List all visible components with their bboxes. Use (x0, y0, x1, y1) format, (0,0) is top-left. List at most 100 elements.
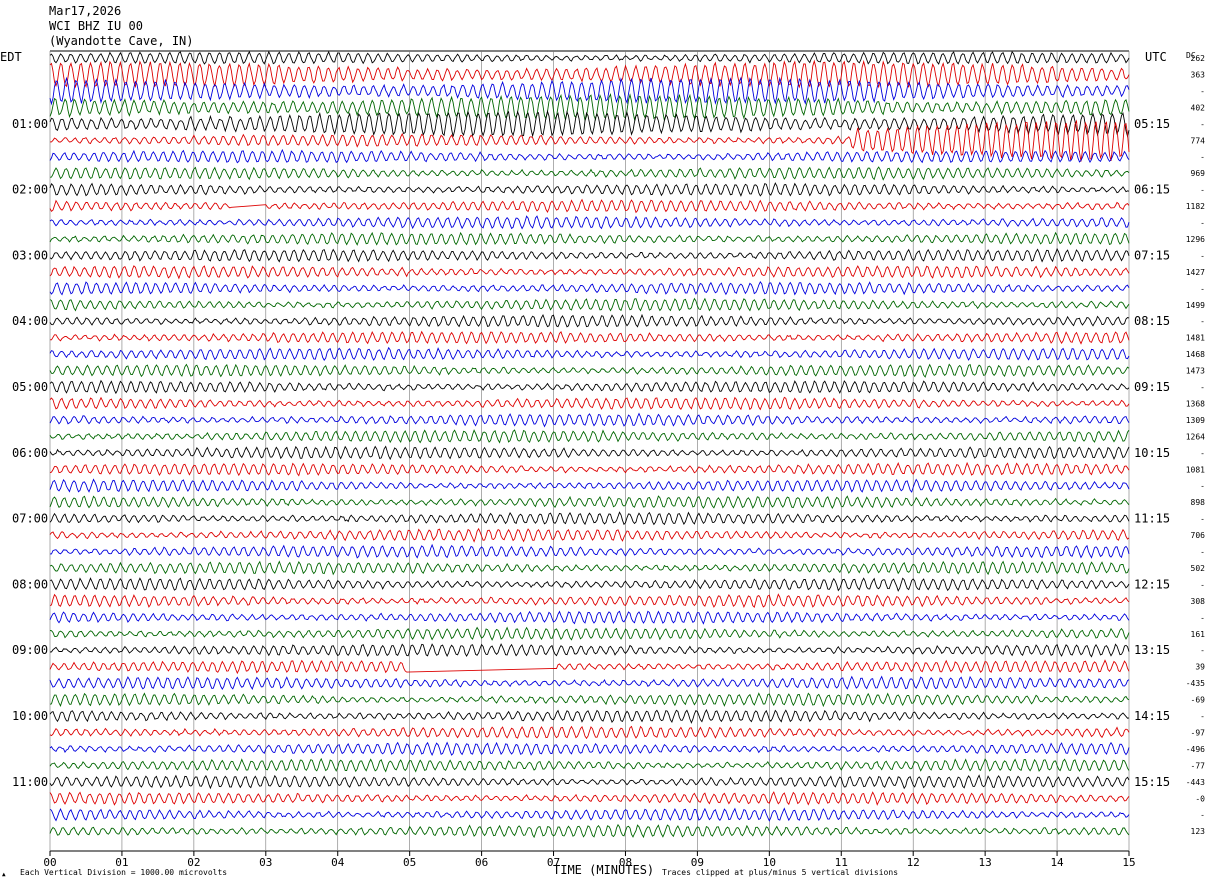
dc-offset-value: - (1200, 120, 1205, 129)
trace-line (49, 265, 1130, 280)
dc-offset-value: - (1200, 219, 1205, 228)
x-tick-label: 11 (835, 856, 848, 869)
trace-line (49, 379, 1130, 395)
x-tick-label: 10 (763, 856, 776, 869)
left-time-label: 05:00 (12, 380, 48, 394)
right-time-label: 10:15 (1134, 446, 1170, 460)
trace-line (49, 148, 1130, 164)
dc-offset-value: 402 (1191, 103, 1206, 112)
trace-line (49, 495, 1130, 509)
trace-line (49, 281, 1130, 296)
x-tick-label: 03 (259, 856, 272, 869)
dc-offset-value: 1468 (1186, 350, 1205, 359)
trace-line (49, 297, 1130, 312)
trace-line (49, 346, 1130, 361)
left-time-label: 09:00 (12, 643, 48, 657)
dc-offset-value: - (1200, 317, 1205, 326)
trace-line (49, 478, 1130, 493)
trace-line (49, 741, 1130, 756)
dc-offset-value: 1081 (1186, 465, 1205, 474)
dc-offset-value: 898 (1191, 498, 1206, 507)
trace-line (49, 461, 1130, 477)
clip-note: Traces clipped at plus/minus 5 vertical … (662, 868, 899, 877)
left-time-label: 07:00 (12, 512, 48, 526)
x-tick-label: 14 (1050, 856, 1064, 869)
left-time-label: 11:00 (12, 775, 48, 789)
dc-offset-value: 161 (1191, 630, 1206, 639)
x-tick-label: 05 (403, 856, 416, 869)
clip-marker-icon: ▲ (2, 871, 6, 878)
trace-line (49, 76, 1130, 106)
left-time-label: 08:00 (12, 577, 48, 591)
right-time-label: 09:15 (1134, 380, 1170, 394)
right-time-label: 15:15 (1134, 775, 1170, 789)
dc-offset-value: 1182 (1186, 202, 1205, 211)
trace-line (49, 182, 1130, 197)
trace-line (49, 247, 1130, 263)
dc-offset-value: - (1200, 383, 1205, 392)
left-time-label: 10:00 (12, 709, 48, 723)
dc-offset-value: - (1200, 515, 1205, 524)
dc-offset-value: - (1200, 482, 1205, 491)
dc-offset-value: 706 (1191, 531, 1206, 540)
trace-line (49, 109, 1130, 138)
dc-offset-value: - (1200, 712, 1205, 721)
dc-offset-value: -77 (1191, 761, 1206, 770)
dc-offset-value: - (1200, 811, 1205, 820)
x-tick-label: 12 (907, 856, 920, 869)
trace-line (49, 643, 1130, 658)
header-location: (Wyandotte Cave, IN) (49, 34, 194, 48)
trace-line (50, 119, 1130, 162)
trace-line (49, 577, 1130, 592)
left-time-label: 01:00 (12, 117, 48, 131)
x-tick-label: 08 (619, 856, 632, 869)
dc-offset-value: 308 (1191, 597, 1206, 606)
trace-line (49, 231, 1130, 246)
x-tick-label: 00 (43, 856, 56, 869)
x-tick-label: 02 (187, 856, 200, 869)
header-date: Mar17,2026 (49, 4, 122, 18)
trace-line (49, 610, 1130, 625)
dc-offset-value: - (1200, 449, 1205, 458)
left-time-label: 04:00 (12, 314, 48, 328)
left-time-label: 06:00 (12, 446, 48, 460)
trace-line (49, 313, 1130, 328)
dc-offset-value: 1499 (1186, 301, 1205, 310)
trace-line (49, 363, 1130, 378)
dc-offset-value: 1481 (1186, 334, 1205, 343)
dc-offset-value: 262 (1191, 54, 1206, 63)
trace-line (49, 92, 1130, 122)
trace-line (49, 791, 1130, 806)
right-time-label: 13:15 (1134, 643, 1170, 657)
dc-offset-value: -69 (1191, 696, 1206, 705)
trace-line (50, 543, 1130, 559)
trace-line (49, 166, 1130, 181)
dc-offset-value: 39 (1195, 663, 1205, 672)
dc-offset-value: - (1200, 548, 1205, 557)
right-time-label: 11:15 (1134, 512, 1170, 526)
trace-line (49, 429, 1130, 444)
trace-line (50, 330, 1130, 345)
trace-line (49, 527, 1130, 543)
right-time-label: 07:15 (1134, 248, 1170, 262)
dc-offset-value: 502 (1191, 564, 1206, 573)
dc-offset-value: 1427 (1186, 268, 1205, 277)
trace-line (49, 659, 1130, 675)
trace-line (49, 626, 1130, 641)
right-timezone-label: UTC (1145, 50, 1167, 64)
trace-line (49, 560, 1130, 576)
dc-offset-value: 363 (1191, 70, 1206, 79)
dc-offset-value: - (1200, 186, 1205, 195)
dc-offset-value: - (1200, 251, 1205, 260)
right-time-label: 12:15 (1134, 577, 1170, 591)
x-tick-label: 13 (979, 856, 992, 869)
right-time-label: 06:15 (1134, 183, 1170, 197)
dc-offset-value: 774 (1191, 136, 1206, 145)
trace-line (49, 511, 1130, 526)
dc-offset-value: - (1200, 87, 1205, 96)
x-tick-label: 06 (475, 856, 488, 869)
dc-offset-value: -496 (1186, 745, 1205, 754)
trace-line (49, 757, 1130, 773)
dc-offset-value: -0 (1195, 794, 1205, 803)
